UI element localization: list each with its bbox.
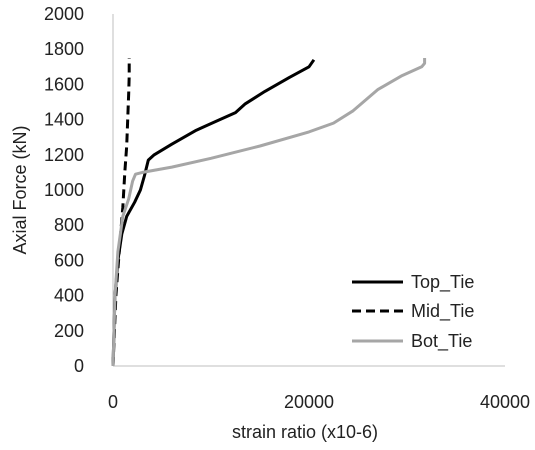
y-tick-labels: 0 200 400 600 800 1000 1200 1400 1600 1800 2000 — [44, 4, 84, 376]
y-tick-label: 1000 — [44, 180, 84, 200]
y-tick-label: 1600 — [44, 74, 84, 94]
y-tick-label: 800 — [54, 215, 84, 235]
y-tick-label: 600 — [54, 250, 84, 270]
y-tick-label: 2000 — [44, 4, 84, 24]
series-line-bot-tie — [111, 58, 427, 367]
legend-label: Bot_Tie — [411, 331, 472, 352]
y-tick-label: 0 — [74, 356, 84, 376]
y-tick-label: 1400 — [44, 110, 84, 130]
series-line-mid-tie — [111, 58, 131, 367]
x-tick-label: 20000 — [284, 392, 334, 412]
x-tick-labels: 0 20000 40000 — [108, 392, 530, 412]
legend-label: Top_Tie — [411, 272, 474, 293]
x-tick-label: 40000 — [480, 392, 530, 412]
legend-label: Mid_Tie — [411, 301, 474, 322]
series-layer — [111, 58, 427, 367]
y-tick-label: 400 — [54, 286, 84, 306]
x-axis-title: strain ratio (x10-6) — [232, 422, 378, 442]
series-line-top-tie — [111, 58, 316, 367]
legend: Top_Tie Mid_Tie Bot_Tie — [352, 272, 474, 352]
y-tick-label: 200 — [54, 321, 84, 341]
y-tick-label: 1800 — [44, 39, 84, 59]
y-axis-title: Axial Force (kN) — [10, 125, 30, 254]
y-tick-label: 1200 — [44, 145, 84, 165]
x-tick-label: 0 — [108, 392, 118, 412]
